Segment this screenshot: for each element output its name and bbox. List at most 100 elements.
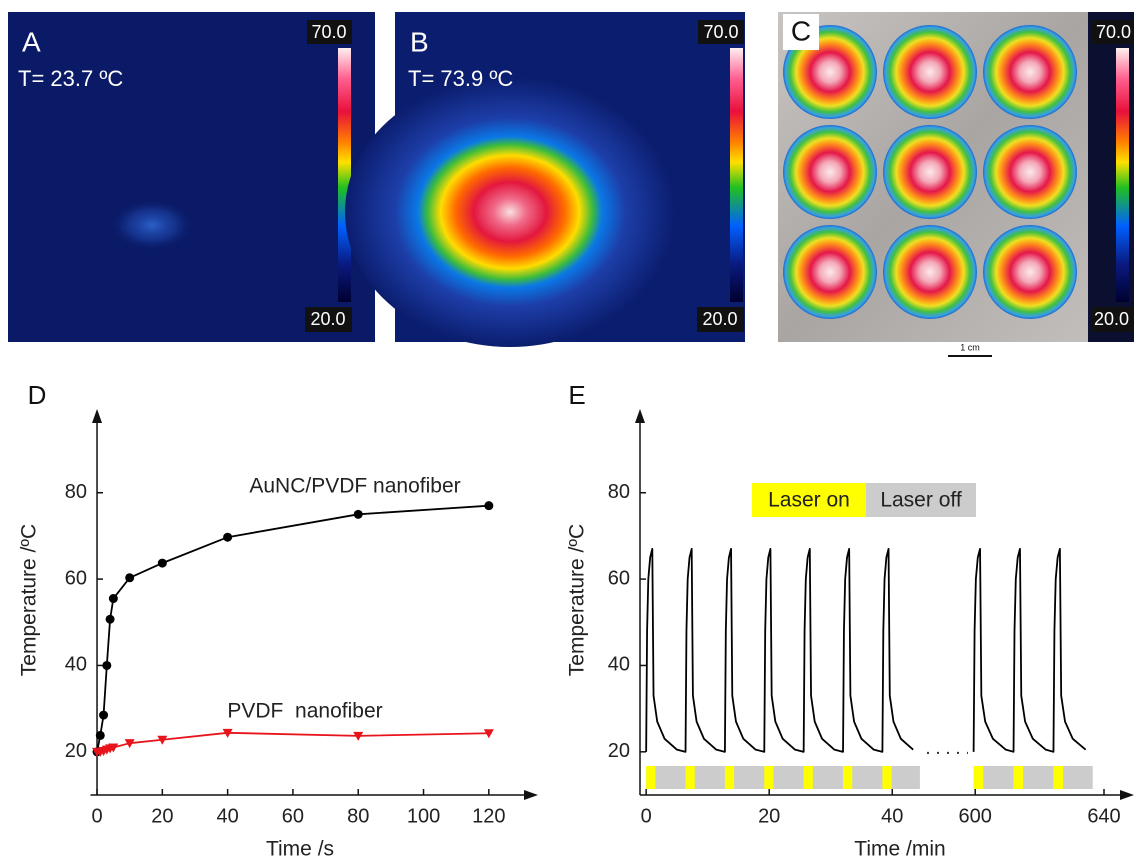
laser-on-bar — [843, 766, 853, 789]
marker — [223, 532, 233, 542]
laser-on-bar — [1053, 766, 1064, 789]
y-tick-label: 60 — [65, 567, 87, 589]
y-tick-label: 80 — [608, 481, 630, 503]
line — [645, 547, 1087, 753]
x-tick-label: 600 — [959, 805, 992, 827]
colorbar-label-box — [697, 307, 744, 332]
marker — [124, 739, 135, 749]
x-tick-label: 0 — [641, 805, 652, 827]
laser-on-bar — [803, 766, 813, 789]
line — [97, 731, 489, 753]
annotation: T= 73.9 ºC — [408, 66, 513, 91]
x-tick-label: 20 — [758, 805, 780, 827]
marker — [484, 501, 494, 511]
heat-spot — [783, 225, 877, 319]
colorbar-max: 70.0 — [1096, 22, 1131, 42]
heat-spot — [983, 125, 1077, 219]
panel-label-box — [783, 14, 819, 50]
colorbar — [338, 48, 351, 302]
x-axis-title: Time /s — [266, 838, 334, 861]
y-tick-label: 80 — [65, 481, 87, 503]
marker — [108, 594, 118, 604]
heat-spot — [983, 225, 1077, 319]
colorbar-max: 70.0 — [703, 22, 738, 42]
marker — [99, 710, 109, 720]
colorbar-label-box — [305, 307, 352, 332]
x-axis-title: Time /min — [854, 838, 945, 861]
heat-spot — [883, 125, 977, 219]
y-axis-arrow — [92, 409, 103, 423]
colorbar-min: 20.0 — [1094, 309, 1129, 329]
colorbar-label-box — [1092, 20, 1134, 44]
legend-label: Laser off — [880, 489, 961, 512]
marker — [125, 573, 135, 583]
legend-off-box — [866, 483, 976, 517]
marker — [157, 735, 168, 745]
colorbar — [1116, 48, 1129, 302]
laser-on-bar — [646, 766, 656, 789]
y-tick-label: 40 — [608, 654, 630, 676]
colorbar-label-box — [698, 20, 744, 44]
marker — [353, 731, 364, 741]
y-tick-label: 60 — [608, 567, 630, 589]
marker — [95, 730, 105, 740]
panel-label: E — [568, 380, 585, 410]
marker — [157, 558, 167, 568]
laser-off-bar — [973, 766, 1093, 789]
panel-label: C — [791, 15, 811, 46]
laser-on-bar — [685, 766, 695, 789]
marker — [102, 660, 112, 670]
marker — [483, 729, 494, 739]
legend-on-box — [752, 483, 866, 517]
laser-on-bar — [1013, 766, 1024, 789]
heat-spot — [783, 125, 877, 219]
colorbar-label-box — [1092, 307, 1134, 332]
x-tick-label: 20 — [151, 805, 173, 827]
marker — [353, 509, 363, 519]
y-tick-label: 40 — [65, 654, 87, 676]
heat-spot — [983, 25, 1077, 119]
x-axis-arrow — [1120, 790, 1134, 800]
panel-label: D — [28, 380, 47, 410]
series-label: PVDF nanofiber — [227, 700, 382, 723]
legend-label: Laser on — [768, 489, 850, 512]
annotation: T= 23.7 ºC — [18, 66, 123, 91]
colorbar-min: 20.0 — [702, 309, 737, 329]
y-tick-label: 20 — [608, 740, 630, 762]
laser-on-bar — [764, 766, 774, 789]
series-label: AuNC/PVDF nanofiber — [249, 475, 460, 498]
y-tick-label: 20 — [65, 740, 87, 762]
heat-spot — [883, 225, 977, 319]
heat-spot — [883, 25, 977, 119]
laser-on-bar — [882, 766, 892, 789]
heat-spot — [345, 77, 675, 347]
y-axis-title: Temperature /ºC — [566, 524, 589, 676]
y-axis-arrow — [635, 409, 645, 423]
marker — [108, 743, 119, 753]
x-axis-arrow — [524, 790, 538, 800]
x-tick-label: 100 — [407, 805, 440, 827]
colorbar — [730, 48, 743, 302]
marker — [222, 728, 233, 738]
colorbar-label-box — [307, 20, 352, 44]
x-tick-label: 40 — [881, 805, 903, 827]
heat-spot — [110, 199, 194, 251]
colorbar-max: 70.0 — [311, 22, 346, 42]
x-tick-label: 640 — [1087, 805, 1120, 827]
y-axis-title: Temperature /ºC — [18, 524, 41, 676]
x-tick-label: 80 — [347, 805, 369, 827]
plots: 20 40 60 80 0 20 40 60 80 100 120 D Time /s Temperatu… — [18, 380, 1134, 861]
spot-grid — [783, 25, 1077, 319]
marker — [105, 614, 115, 624]
panel-label: B — [410, 26, 429, 57]
laser-on-bar — [724, 766, 735, 789]
scale-bar-label: 1 cm — [960, 342, 980, 352]
x-tick-label: 0 — [91, 805, 102, 827]
x-tick-label: 60 — [282, 805, 304, 827]
panel-label: A — [22, 26, 41, 57]
x-tick-label: 120 — [472, 805, 505, 827]
laser-on-bar — [973, 766, 984, 789]
thermal-image — [8, 12, 375, 342]
x-tick-label: 40 — [217, 805, 239, 827]
